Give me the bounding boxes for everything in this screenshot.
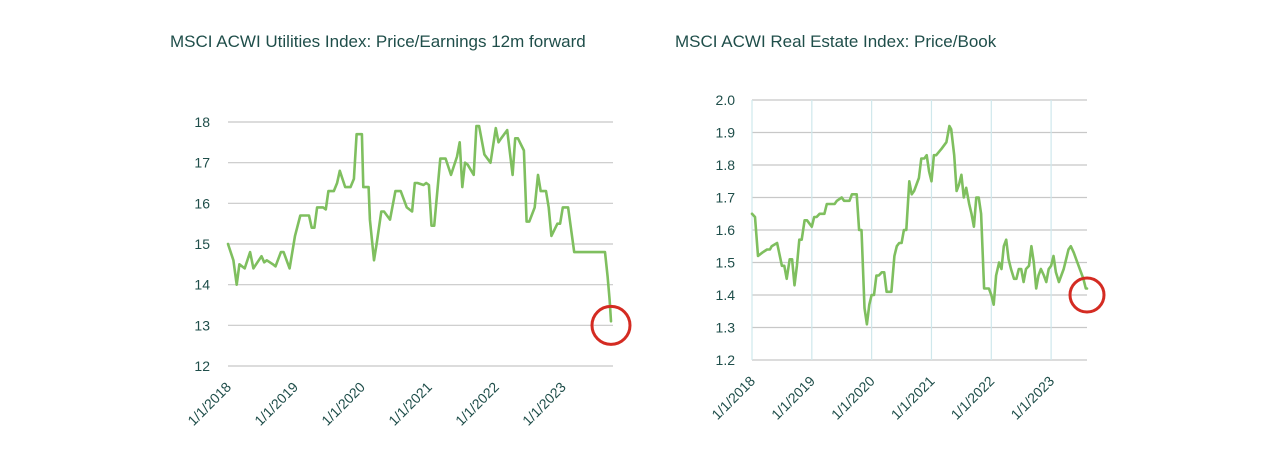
series-line	[750, 124, 1089, 326]
x-tick-label: 1/1/2021	[888, 373, 938, 423]
y-tick-label: 17	[194, 155, 210, 171]
series-layer	[226, 124, 613, 323]
x-tick-label: 1/1/2020	[828, 373, 878, 423]
x-tick-label: 1/1/2019	[768, 373, 818, 423]
y-tick-label: 16	[194, 195, 210, 211]
y-tick-label: 1.8	[716, 157, 736, 173]
x-tick-label: 1/1/2018	[184, 379, 234, 429]
x-tick-label: 1/1/2021	[385, 379, 435, 429]
y-axis-ticks: 1.2 1.3 1.4 1.5 1.6 1.7 1.8 1.9 2.0	[716, 92, 736, 368]
highlight-circle	[590, 304, 632, 346]
x-tick-label: 1/1/2019	[251, 379, 301, 429]
x-axis-ticks: 1/1/2018 1/1/2019 1/1/2020 1/1/2021 1/1/2022…	[184, 379, 569, 429]
highlight-layer	[1068, 276, 1106, 314]
x-tick-label: 1/1/2022	[948, 373, 998, 423]
x-axis-ticks: 1/1/2018 1/1/2019 1/1/2020 1/1/2021 1/1/2022…	[708, 373, 1057, 423]
x-tick-label: 1/1/2022	[452, 379, 502, 429]
highlight-circle	[1068, 276, 1106, 314]
y-tick-label: 1.7	[716, 190, 736, 206]
series-line	[226, 124, 613, 323]
x-tick-label: 1/1/2020	[318, 379, 368, 429]
gridlines	[751, 99, 1087, 361]
y-tick-label: 1.3	[716, 320, 736, 336]
y-axis-ticks: 12 13 14 15 16 17 18	[194, 114, 210, 374]
y-tick-label: 1.9	[716, 125, 736, 141]
x-tick-label: 1/1/2018	[708, 373, 758, 423]
y-tick-label: 1.6	[716, 222, 736, 238]
y-tick-label: 14	[194, 277, 210, 293]
x-tick-label: 1/1/2023	[1007, 373, 1057, 423]
series-layer	[750, 124, 1089, 326]
y-tick-label: 2.0	[716, 92, 736, 108]
real-estate-pb-chart: MSCI ACWI Real Estate Index: Price/Book …	[675, 32, 1106, 423]
utilities-pe-chart: MSCI ACWI Utilities Index: Price/Earning…	[170, 32, 632, 429]
y-tick-label: 13	[194, 317, 210, 333]
highlight-layer	[590, 304, 632, 346]
y-tick-label: 1.2	[716, 352, 736, 368]
chart-title: MSCI ACWI Utilities Index: Price/Earning…	[170, 32, 586, 51]
x-tick-label: 1/1/2023	[519, 379, 569, 429]
y-tick-label: 1.4	[716, 287, 736, 303]
y-tick-label: 15	[194, 236, 210, 252]
y-tick-label: 12	[194, 358, 210, 374]
gridlines	[228, 121, 613, 367]
y-tick-label: 18	[194, 114, 210, 130]
chart-title: MSCI ACWI Real Estate Index: Price/Book	[675, 32, 997, 51]
y-tick-label: 1.5	[716, 255, 736, 271]
